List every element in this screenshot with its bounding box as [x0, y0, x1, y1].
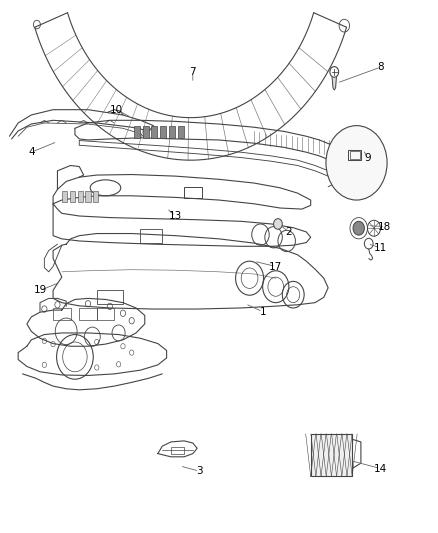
Text: 9: 9: [364, 152, 371, 163]
Text: 14: 14: [374, 464, 387, 473]
Bar: [97, 308, 114, 320]
Bar: [311, 434, 352, 477]
Bar: [350, 151, 360, 159]
Text: 11: 11: [374, 243, 387, 253]
Bar: [78, 191, 83, 201]
Circle shape: [274, 219, 283, 229]
Bar: [177, 126, 184, 138]
Text: 17: 17: [269, 262, 283, 271]
Text: 2: 2: [286, 227, 292, 237]
Bar: [184, 187, 201, 198]
Bar: [171, 447, 184, 454]
Bar: [143, 126, 149, 138]
Bar: [160, 126, 166, 138]
Text: 8: 8: [377, 62, 384, 72]
Text: 3: 3: [196, 466, 203, 476]
Bar: [93, 191, 99, 201]
Text: 18: 18: [378, 222, 392, 232]
Bar: [53, 308, 71, 320]
Text: 4: 4: [28, 147, 35, 157]
Text: 10: 10: [110, 104, 123, 115]
Circle shape: [326, 126, 387, 200]
Text: 1: 1: [259, 306, 266, 317]
Bar: [348, 150, 361, 160]
Bar: [62, 191, 67, 201]
Bar: [97, 290, 123, 304]
Bar: [141, 229, 162, 243]
Bar: [85, 191, 91, 201]
Text: 7: 7: [190, 68, 196, 77]
Text: 13: 13: [169, 211, 182, 221]
Bar: [79, 308, 97, 320]
Bar: [151, 126, 157, 138]
Bar: [134, 126, 140, 138]
Circle shape: [353, 221, 364, 235]
Text: 19: 19: [33, 286, 46, 295]
Bar: [70, 191, 75, 201]
Bar: [169, 126, 175, 138]
